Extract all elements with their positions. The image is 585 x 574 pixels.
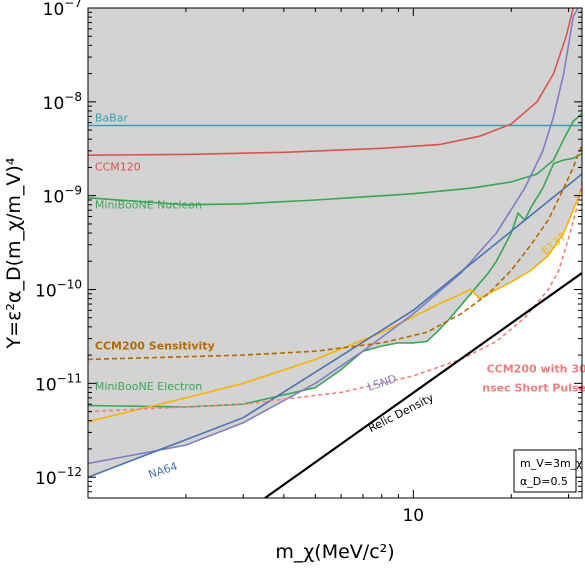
- annotation-miniboone-nucleon: MiniBooNE Nucleon: [95, 199, 202, 212]
- annotation-nsec-short-pulse: nsec Short Pulse: [482, 381, 585, 394]
- series-line-miniboone-electron: [88, 152, 582, 408]
- params-box: m_V=3m_χ α_D=0.5: [513, 449, 583, 493]
- series-line-ccm120: [88, 8, 574, 156]
- y-tick-label: 10−7: [43, 0, 82, 20]
- y-axis-label: Y=ε²α_D(m_χ/m_V)⁴: [3, 157, 25, 349]
- annotation-ccm200-sensitivity: CCM200 Sensitivity: [95, 339, 215, 352]
- annotation-lsnd: LSND: [366, 372, 398, 394]
- series-line-ccm200-with-30-nsec-short-pulse: [88, 181, 582, 413]
- annotation-ccm120: CCM120: [95, 161, 141, 174]
- plot-frame: [87, 7, 583, 499]
- y-tick-label: 10−10: [35, 278, 82, 302]
- y-tick-label: 10−8: [43, 90, 82, 114]
- x-tick-label: 10: [402, 506, 424, 526]
- series-line-lsnd: [88, 8, 579, 465]
- params-line-1: m_V=3m_χ: [520, 457, 583, 470]
- ticks-layer: 10−12 10−11 10−10 10−9 10−8 10−7 10: [35, 0, 582, 526]
- annotation-miniboone-electron: MiniBooNE Electron: [95, 380, 202, 393]
- x-axis-label: m_χ(MeV/c²): [275, 541, 394, 563]
- series-line-na64: [88, 173, 582, 478]
- series-line-e137: [88, 187, 582, 423]
- annotation-na64: NA64: [147, 460, 179, 482]
- y-tick-label: 10−11: [35, 371, 82, 395]
- series-lines-layer: [88, 8, 582, 498]
- annotation-babar: BaBar: [95, 111, 129, 124]
- annotation-relic-density: Relic Density: [366, 391, 436, 435]
- series-line-miniboone-nucleon: [88, 112, 582, 206]
- params-line-2: α_D=0.5: [520, 475, 568, 488]
- y-tick-label: 10−12: [35, 465, 82, 489]
- series-line-ccm200-sensitivity: [88, 144, 582, 361]
- y-tick-label: 10−9: [43, 184, 82, 208]
- series-line-relic-density: [264, 272, 582, 498]
- annotation-ccm200-with-30: CCM200 with 30: [487, 363, 585, 376]
